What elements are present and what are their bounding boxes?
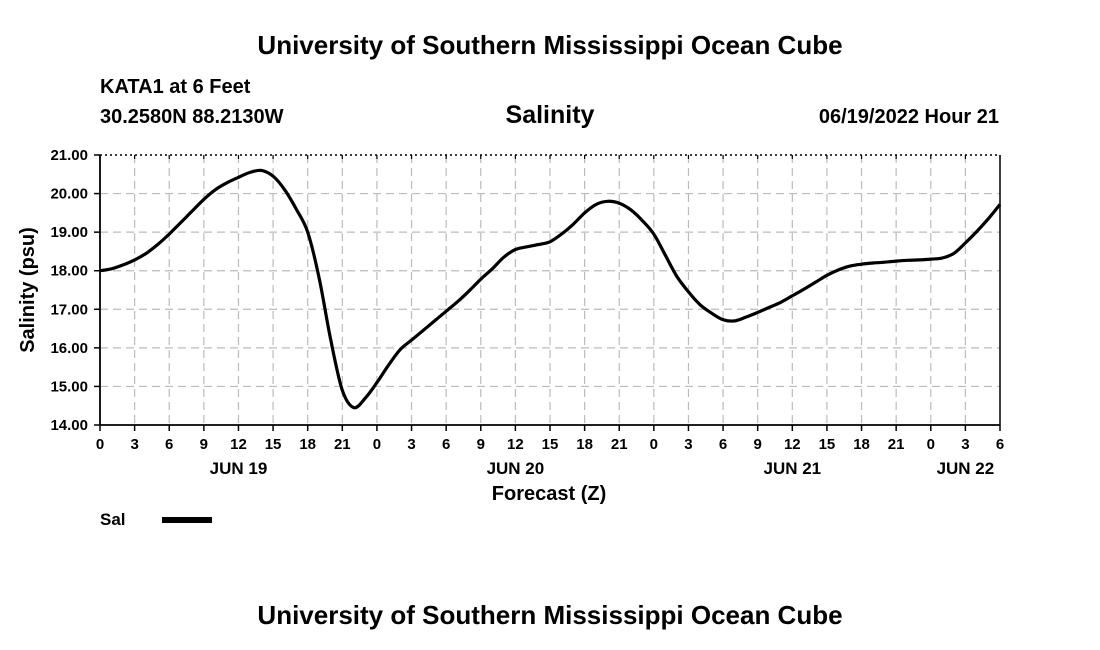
y-axis-label: Salinity (psu)	[17, 227, 39, 353]
footer-title: University of Southern Mississippi Ocean…	[257, 600, 843, 630]
x-tick-label: 12	[784, 436, 801, 453]
x-tick-label: 15	[265, 436, 282, 453]
x-tick-label: 3	[961, 436, 969, 453]
x-tick-label: 18	[576, 436, 593, 453]
chart-axes	[94, 154, 1001, 431]
x-tick-label: 18	[299, 436, 316, 453]
y-tick-labels: 14.00 15.00 16.00 17.00 18.00 19.00 20.00 21.00	[50, 147, 88, 434]
series-line-sal	[99, 168, 1002, 410]
chart-grid	[100, 154, 1000, 425]
x-tick-label: 21	[888, 436, 905, 453]
x-tick-label: 3	[407, 436, 415, 453]
legend-swatch-sal	[162, 517, 212, 523]
x-tick-label: 18	[853, 436, 870, 453]
station-coordinates: 30.2580N 88.2130W	[100, 106, 284, 128]
x-tick-labels: 0 3 6 9 12 15 18 21 0 3 6 9 12 15 18 21 0 3 6 9 12 15 18 21 0 3 6	[96, 436, 1004, 453]
x-tick-label: 0	[927, 436, 935, 453]
station-label: KATA1 at 6 Feet	[100, 76, 251, 98]
y-tick-label: 18.00	[50, 263, 88, 280]
x-tick-label: 21	[334, 436, 351, 453]
x-tick-label: 0	[650, 436, 658, 453]
x-tick-label: 6	[719, 436, 727, 453]
x-tick-label: 9	[754, 436, 762, 453]
y-tick-label: 19.00	[50, 224, 88, 241]
day-label: JUN 22	[937, 459, 995, 478]
y-tick-label: 16.00	[50, 340, 88, 357]
day-label: JUN 21	[763, 459, 821, 478]
y-tick-label: 17.00	[50, 301, 88, 318]
x-tick-label: 0	[96, 436, 104, 453]
chart-subtitle: Salinity	[505, 101, 595, 129]
legend-label-sal: Sal	[100, 510, 126, 529]
x-tick-label: 9	[200, 436, 208, 453]
x-tick-label: 21	[611, 436, 628, 453]
x-axis-label: Forecast (Z)	[492, 483, 606, 505]
day-label: JUN 20	[487, 459, 545, 478]
y-tick-label: 21.00	[50, 147, 88, 164]
x-tick-label: 15	[819, 436, 836, 453]
x-tick-label: 6	[165, 436, 173, 453]
chart-main-title: University of Southern Mississippi Ocean…	[257, 30, 843, 60]
y-tick-label: 14.00	[50, 417, 88, 434]
y-tick-label: 20.00	[50, 186, 88, 203]
y-tick-label: 15.00	[50, 378, 88, 395]
day-label: JUN 19	[210, 459, 268, 478]
legend: Sal	[100, 508, 220, 532]
x-tick-label: 0	[373, 436, 381, 453]
x-tick-label: 15	[542, 436, 559, 453]
x-tick-label: 6	[442, 436, 450, 453]
x-tick-label: 9	[477, 436, 485, 453]
day-labels: JUN 19 JUN 20 JUN 21 JUN 22	[210, 459, 995, 478]
x-tick-label: 3	[684, 436, 692, 453]
x-tick-label: 12	[507, 436, 524, 453]
x-tick-label: 3	[130, 436, 138, 453]
forecast-datetime: 06/19/2022 Hour 21	[818, 106, 999, 128]
x-tick-label: 6	[996, 436, 1004, 453]
x-tick-label: 12	[230, 436, 247, 453]
series-group	[99, 168, 1002, 410]
